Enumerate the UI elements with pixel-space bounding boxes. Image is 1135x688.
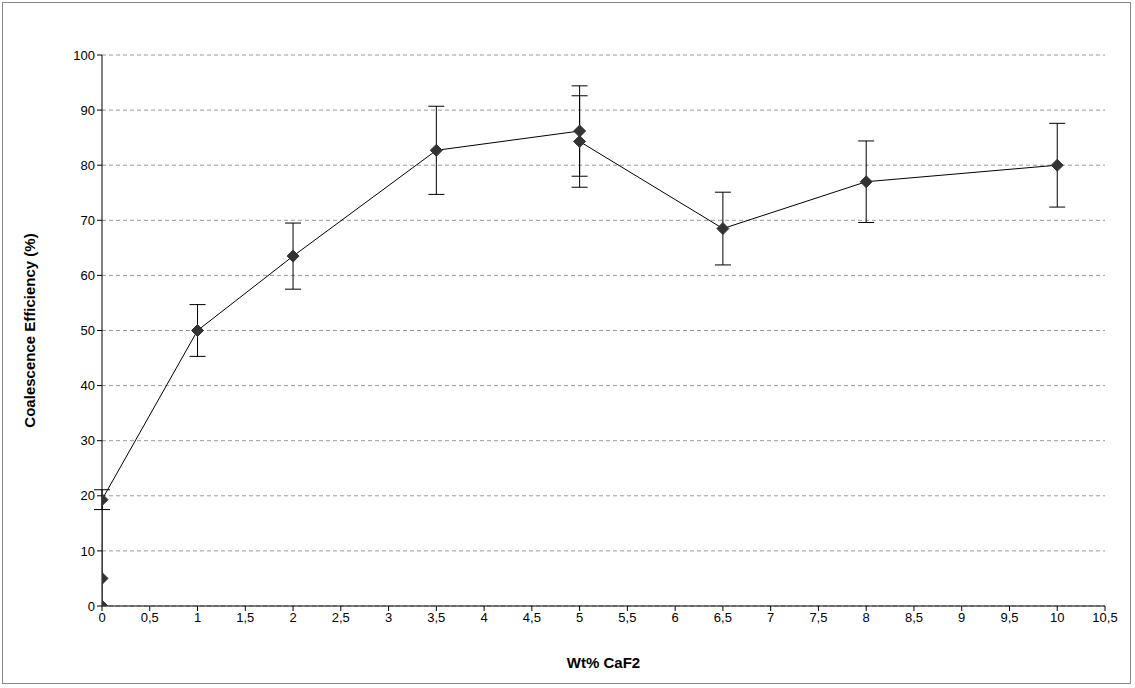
svg-text:Coalescence Efficiency (%): Coalescence Efficiency (%) <box>21 233 38 427</box>
svg-text:20: 20 <box>81 488 95 503</box>
svg-text:2,5: 2,5 <box>332 610 350 625</box>
svg-text:5,5: 5,5 <box>618 610 636 625</box>
svg-text:3,5: 3,5 <box>427 610 445 625</box>
svg-text:3: 3 <box>385 610 392 625</box>
svg-text:1: 1 <box>194 610 201 625</box>
svg-text:8: 8 <box>863 610 870 625</box>
svg-text:7,5: 7,5 <box>809 610 827 625</box>
svg-text:8,5: 8,5 <box>905 610 923 625</box>
svg-text:100: 100 <box>73 48 95 63</box>
svg-text:4,5: 4,5 <box>523 610 541 625</box>
svg-text:9,5: 9,5 <box>1000 610 1018 625</box>
svg-text:2: 2 <box>289 610 296 625</box>
svg-text:0,5: 0,5 <box>141 610 159 625</box>
svg-text:90: 90 <box>81 103 95 118</box>
svg-text:1,5: 1,5 <box>236 610 254 625</box>
svg-text:70: 70 <box>81 213 95 228</box>
svg-text:30: 30 <box>81 433 95 448</box>
svg-text:0: 0 <box>88 599 95 614</box>
svg-text:6: 6 <box>672 610 679 625</box>
svg-text:6,5: 6,5 <box>714 610 732 625</box>
svg-text:4: 4 <box>480 610 487 625</box>
svg-text:Wt% CaF2: Wt% CaF2 <box>567 654 640 671</box>
svg-text:5: 5 <box>576 610 583 625</box>
svg-text:0: 0 <box>98 610 105 625</box>
svg-text:40: 40 <box>81 378 95 393</box>
svg-text:50: 50 <box>81 323 95 338</box>
svg-text:10,5: 10,5 <box>1092 610 1117 625</box>
svg-text:7: 7 <box>767 610 774 625</box>
svg-text:60: 60 <box>81 268 95 283</box>
svg-text:10: 10 <box>81 544 95 559</box>
svg-text:80: 80 <box>81 158 95 173</box>
svg-text:10: 10 <box>1050 610 1064 625</box>
svg-text:9: 9 <box>958 610 965 625</box>
